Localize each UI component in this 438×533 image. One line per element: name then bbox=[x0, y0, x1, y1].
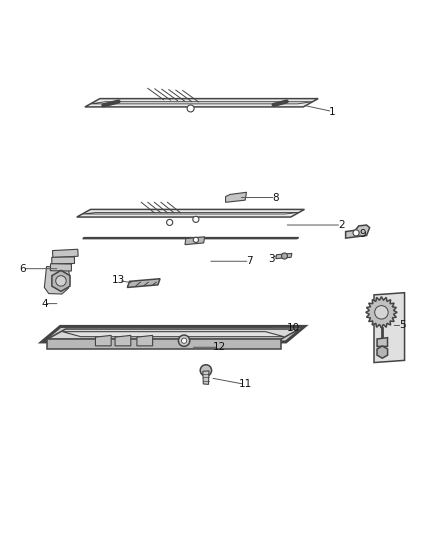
Polygon shape bbox=[82, 213, 299, 214]
Circle shape bbox=[200, 365, 212, 376]
Circle shape bbox=[353, 230, 359, 236]
Polygon shape bbox=[47, 340, 281, 349]
Polygon shape bbox=[377, 338, 388, 346]
Polygon shape bbox=[226, 192, 247, 203]
Text: 7: 7 bbox=[246, 256, 253, 266]
Polygon shape bbox=[85, 99, 318, 107]
Polygon shape bbox=[127, 279, 160, 287]
Polygon shape bbox=[203, 371, 209, 384]
Circle shape bbox=[181, 338, 187, 343]
Polygon shape bbox=[276, 253, 292, 259]
Circle shape bbox=[166, 220, 173, 225]
Polygon shape bbox=[62, 332, 284, 337]
Circle shape bbox=[374, 305, 388, 319]
Circle shape bbox=[282, 253, 288, 259]
Text: 12: 12 bbox=[212, 342, 226, 352]
Polygon shape bbox=[50, 264, 71, 271]
Polygon shape bbox=[83, 238, 298, 239]
Polygon shape bbox=[47, 329, 299, 340]
Text: 13: 13 bbox=[112, 276, 125, 286]
Text: 4: 4 bbox=[41, 298, 48, 309]
Polygon shape bbox=[53, 249, 78, 257]
Polygon shape bbox=[374, 293, 405, 362]
Text: 8: 8 bbox=[272, 192, 279, 203]
Polygon shape bbox=[137, 335, 152, 346]
Polygon shape bbox=[115, 335, 131, 346]
Text: 1: 1 bbox=[329, 107, 336, 117]
Polygon shape bbox=[95, 335, 111, 346]
Text: 2: 2 bbox=[338, 220, 345, 230]
Circle shape bbox=[56, 276, 66, 286]
Polygon shape bbox=[377, 346, 388, 358]
Polygon shape bbox=[44, 266, 70, 294]
Polygon shape bbox=[42, 326, 304, 342]
Text: 3: 3 bbox=[268, 254, 275, 264]
Circle shape bbox=[193, 237, 198, 243]
Circle shape bbox=[193, 216, 199, 222]
Circle shape bbox=[187, 105, 194, 112]
Polygon shape bbox=[185, 237, 205, 245]
Polygon shape bbox=[77, 209, 304, 217]
Polygon shape bbox=[52, 270, 70, 292]
Text: 11: 11 bbox=[239, 379, 252, 390]
Polygon shape bbox=[52, 257, 74, 264]
Polygon shape bbox=[346, 225, 370, 238]
Polygon shape bbox=[91, 102, 312, 104]
Text: 5: 5 bbox=[399, 320, 406, 330]
Polygon shape bbox=[366, 297, 397, 328]
Text: 9: 9 bbox=[360, 229, 367, 239]
Text: 6: 6 bbox=[19, 264, 26, 273]
Text: 10: 10 bbox=[286, 322, 300, 333]
Circle shape bbox=[178, 335, 190, 346]
